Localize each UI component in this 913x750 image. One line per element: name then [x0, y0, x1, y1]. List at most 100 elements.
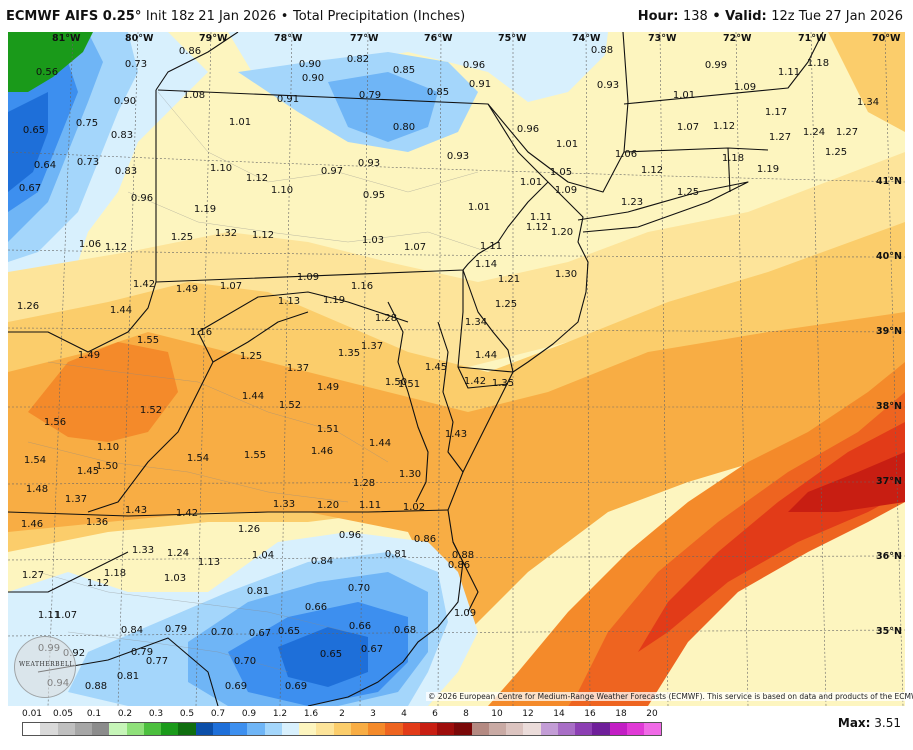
precip-value-label: 0.88 — [452, 550, 474, 561]
precip-value-label: 1.25 — [825, 147, 847, 158]
lat-label-35n: 35°N — [876, 626, 902, 637]
legend-label: 0.01 — [21, 709, 43, 719]
legend-swatch — [644, 723, 662, 735]
precip-value-label: 1.19 — [323, 295, 345, 306]
precip-value-label: 0.86 — [448, 560, 470, 571]
precip-value-label: 1.42 — [133, 279, 155, 290]
legend-swatch — [575, 723, 593, 735]
precip-value-label: 0.79 — [165, 624, 187, 635]
legend-swatch — [488, 723, 506, 735]
precip-value-label: 1.21 — [498, 274, 520, 285]
precip-value-label: 1.10 — [210, 163, 232, 174]
precip-value-label: 0.88 — [591, 45, 613, 56]
lon-label-71w: 71°W — [798, 33, 827, 44]
precip-value-label: 1.03 — [362, 235, 384, 246]
precip-value-label: 1.19 — [194, 204, 216, 215]
legend-swatch — [523, 723, 541, 735]
precip-value-label: 1.07 — [55, 610, 77, 621]
precip-value-label: 1.25 — [495, 299, 517, 310]
precip-value-label: 1.16 — [190, 327, 212, 338]
precip-value-label: 0.56 — [36, 67, 58, 78]
lon-label-80w: 80°W — [125, 33, 154, 44]
precip-value-label: 0.93 — [358, 158, 380, 169]
legend-label: 18 — [615, 709, 627, 719]
precip-fill-layer — [8, 32, 905, 706]
precip-value-label: 0.75 — [76, 118, 98, 129]
legend-labels: 0.01 0.05 0.1 0.2 0.3 0.5 0.7 0.9 1.2 1.6 2 3 4 6 8 10 1… — [22, 709, 662, 721]
precip-value-label: 1.49 — [317, 382, 339, 393]
legend-swatch — [316, 723, 334, 735]
precip-value-label: 1.13 — [198, 557, 220, 568]
legend-label: 0.3 — [148, 709, 164, 719]
precip-value-label: 0.85 — [393, 65, 415, 76]
precip-value-label: 1.09 — [454, 608, 476, 619]
legend-label: 0.05 — [52, 709, 74, 719]
valid-value: 12z Tue 27 Jan 2026 — [771, 9, 903, 24]
precip-value-label: 1.48 — [26, 484, 48, 495]
lon-label-72w: 72°W — [723, 33, 752, 44]
precip-value-label: 1.01 — [673, 90, 695, 101]
legend-label: 12 — [522, 709, 534, 719]
precip-value-label: 1.18 — [104, 568, 126, 579]
legend-swatch — [23, 723, 41, 735]
precip-value-label: 1.18 — [722, 153, 744, 164]
legend-swatch — [592, 723, 610, 735]
precip-value-label: 1.24 — [167, 548, 189, 559]
legend-swatch — [419, 723, 437, 735]
precip-value-label: 1.50 — [96, 461, 118, 472]
precip-value-label: 1.07 — [220, 281, 242, 292]
ecmwf-credit: © 2026 European Centre for Medium-Range … — [426, 692, 913, 701]
legend-label: 4 — [401, 709, 407, 719]
legend-swatch — [281, 723, 299, 735]
precip-band-dark-red-se — [788, 452, 905, 512]
precip-value-label: 0.90 — [302, 73, 324, 84]
precip-value-label: 1.06 — [79, 239, 101, 250]
precip-value-label: 1.01 — [229, 117, 251, 128]
precip-value-label: 1.12 — [713, 121, 735, 132]
map-title: ECMWF AIFS 0.25° Init 18z 21 Jan 2026 • … — [6, 9, 465, 24]
precip-value-label: 1.54 — [24, 455, 46, 466]
legend-swatch — [437, 723, 455, 735]
legend-swatch — [57, 723, 75, 735]
precip-value-label: 1.30 — [555, 269, 577, 280]
precip-value-label: 1.20 — [551, 227, 573, 238]
precip-value-label: 1.54 — [187, 453, 209, 464]
map-header: ECMWF AIFS 0.25° Init 18z 21 Jan 2026 • … — [0, 0, 913, 32]
legend-label: 10 — [491, 709, 503, 719]
precip-value-label: 1.09 — [734, 82, 756, 93]
precip-value-label: 1.56 — [44, 417, 66, 428]
legend-swatch — [471, 723, 489, 735]
precip-value-label: 0.77 — [146, 656, 168, 667]
legend-swatch — [195, 723, 213, 735]
precip-value-label: 0.65 — [320, 649, 342, 660]
precip-value-label: 1.01 — [468, 202, 490, 213]
legend-swatch — [609, 723, 627, 735]
precip-value-label: 0.90 — [299, 59, 321, 70]
precip-value-label: 1.25 — [677, 187, 699, 198]
precip-value-label: 1.25 — [171, 232, 193, 243]
precip-value-label: 0.85 — [427, 87, 449, 98]
precip-value-label: 0.96 — [131, 193, 153, 204]
precip-value-label: 1.12 — [87, 578, 109, 589]
lon-label-76w: 76°W — [424, 33, 453, 44]
precip-value-label: 0.66 — [305, 602, 327, 613]
precip-value-label: 1.17 — [765, 107, 787, 118]
precip-value-label: 1.34 — [857, 97, 879, 108]
hour-value: 138 — [682, 9, 708, 24]
legend-swatch — [350, 723, 368, 735]
precip-value-label: 1.09 — [297, 272, 319, 283]
lat-label-40n: 40°N — [876, 251, 902, 262]
precip-value-label: 1.27 — [769, 132, 791, 143]
precip-value-label: 0.96 — [463, 60, 485, 71]
lat-label-41n: 41°N — [876, 176, 902, 187]
precip-value-label: 1.51 — [398, 379, 420, 390]
precip-value-label: 1.34 — [465, 317, 487, 328]
precip-value-label: 0.83 — [111, 130, 133, 141]
color-legend — [22, 722, 662, 736]
precip-value-label: 0.84 — [311, 556, 333, 567]
precip-value-label: 1.11 — [359, 500, 381, 511]
precip-value-label: 1.49 — [78, 350, 100, 361]
lon-label-77w: 77°W — [350, 33, 379, 44]
precip-value-label: 1.33 — [273, 499, 295, 510]
precip-value-label: 1.30 — [399, 469, 421, 480]
